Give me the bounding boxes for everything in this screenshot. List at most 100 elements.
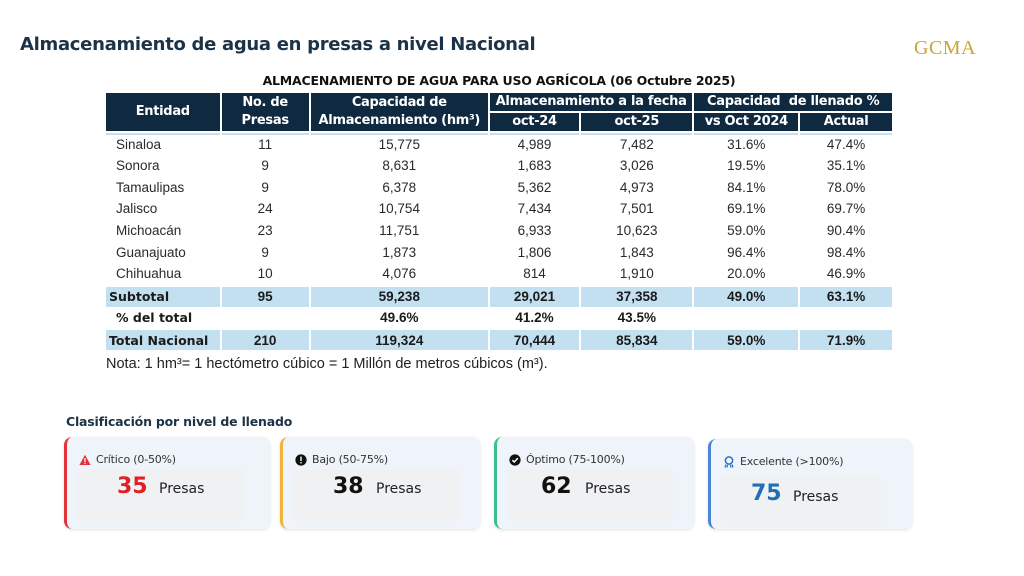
gcma-logo: GCMA bbox=[914, 37, 977, 59]
table-row: Chihuahua 10 4,076 814 1,910 20.0% 46.9% bbox=[106, 263, 892, 285]
cell-actual: 90.4% bbox=[826, 223, 866, 239]
cell-presas: 10 bbox=[257, 266, 273, 282]
total-nacional-label: Total Nacional bbox=[106, 328, 220, 350]
subtotal-actual: 63.1% bbox=[800, 284, 892, 307]
cell-actual: 35.1% bbox=[826, 158, 866, 174]
card-excelente-unit: Presas bbox=[793, 489, 839, 505]
cell-presas: 9 bbox=[261, 158, 269, 174]
cell-vs-oct-2024: 69.1% bbox=[727, 201, 766, 217]
total-nacional-oct24: 70,444 bbox=[489, 328, 580, 350]
cell-capacidad: 6,378 bbox=[382, 179, 417, 195]
cell-oct24: 7,434 bbox=[517, 201, 552, 217]
cell-oct24: 1,806 bbox=[517, 244, 552, 260]
card-excelente-label: Excelente (>100%) bbox=[740, 455, 844, 468]
card-optimo-label: Óptimo (75-100%) bbox=[526, 453, 625, 466]
card-optimo-unit: Presas bbox=[585, 481, 631, 497]
card-optimo-count: 62 bbox=[541, 474, 572, 499]
cell-entidad: Tamaulipas bbox=[116, 179, 185, 195]
cell-oct25: 3,026 bbox=[619, 158, 654, 174]
exclamation-circle-icon bbox=[295, 453, 307, 466]
card-excelente: Excelente (>100%) 75 Presas bbox=[708, 439, 912, 529]
storage-table: Entidad No. de Presas Capacidad de Almac… bbox=[104, 93, 894, 350]
card-critico: Crítico (0-50%) 35 Presas bbox=[64, 437, 270, 529]
header-capacidad: Capacidad de Almacenamiento (hm³) bbox=[310, 93, 488, 133]
pct-total-presas bbox=[222, 307, 309, 329]
cell-entidad: Chihuahua bbox=[116, 266, 182, 282]
table-caption: ALMACENAMIENTO DE AGUA PARA USO AGRÍCOLA… bbox=[262, 73, 736, 88]
cell-oct24: 4,989 bbox=[489, 133, 580, 155]
subtotal-label: Subtotal bbox=[106, 284, 220, 307]
card-critico-count: 35 bbox=[117, 474, 148, 499]
header-oct25: oct-25 bbox=[581, 113, 693, 133]
cell-oct24: 5,362 bbox=[517, 179, 552, 195]
cell-oct25: 4,973 bbox=[619, 179, 654, 195]
cell-entidad: Jalisco bbox=[116, 201, 158, 217]
cell-entidad: Sinaloa bbox=[106, 133, 220, 155]
header-entidad: Entidad bbox=[106, 93, 220, 133]
subtotal-capacidad: 59,238 bbox=[310, 284, 488, 307]
header-capacidad-line1: Capacidad de bbox=[351, 95, 447, 110]
pct-total-vs-oct-2024 bbox=[694, 307, 798, 329]
total-nacional-vs-oct-2024: 59.0% bbox=[694, 328, 799, 350]
card-critico-inner bbox=[77, 469, 243, 521]
subtotal-oct24: 29,021 bbox=[489, 284, 580, 307]
card-critico-label: Crítico (0-50%) bbox=[96, 453, 176, 466]
cell-vs-oct-2024: 84.1% bbox=[727, 179, 766, 195]
cell-actual: 78.0% bbox=[826, 179, 866, 195]
cell-vs-oct-2024: 20.0% bbox=[727, 266, 766, 282]
card-excelente-count: 75 bbox=[751, 481, 782, 506]
cell-oct24: 814 bbox=[523, 266, 546, 282]
cell-entidad: Michoacán bbox=[116, 223, 182, 239]
cell-capacidad: 8,631 bbox=[382, 158, 417, 174]
header-oct24: oct-24 bbox=[489, 113, 580, 133]
cell-vs-oct-2024: 19.5% bbox=[727, 158, 766, 174]
check-circle-icon bbox=[509, 453, 521, 466]
cell-oct25: 7,482 bbox=[581, 133, 693, 155]
header-actual: Actual bbox=[800, 113, 892, 133]
pct-total-actual bbox=[800, 307, 892, 329]
unit-note: Nota: 1 hm³= 1 hectómetro cúbico = 1 Mil… bbox=[106, 356, 548, 372]
pct-total-row: % del total 49.6% 41.2% 43.5% bbox=[106, 307, 892, 329]
cell-presas: 11 bbox=[221, 133, 309, 155]
classification-title: Clasificación por nivel de llenado bbox=[66, 414, 293, 429]
cell-presas: 9 bbox=[261, 244, 269, 260]
table-row: Guanajuato 9 1,873 1,806 1,843 96.4% 98.4% bbox=[106, 241, 892, 263]
header-vs-oct-2024: vs Oct 2024 bbox=[694, 113, 799, 133]
pct-total-oct25: 43.5% bbox=[617, 309, 656, 325]
card-bajo-inner bbox=[293, 469, 459, 521]
cell-capacidad: 11,751 bbox=[379, 223, 420, 239]
card-bajo-count: 38 bbox=[333, 474, 364, 499]
pct-total-label: % del total bbox=[116, 309, 193, 325]
award-ribbon-icon bbox=[723, 455, 735, 468]
card-critico-unit: Presas bbox=[159, 481, 205, 497]
cell-capacidad: 1,873 bbox=[382, 244, 417, 260]
total-nacional-capacidad: 119,324 bbox=[310, 328, 488, 350]
cell-actual: 98.4% bbox=[826, 244, 866, 260]
table-row: Sonora 9 8,631 1,683 3,026 19.5% 35.1% bbox=[106, 155, 892, 177]
header-llenado-group: Capacidad de llenado % bbox=[694, 93, 892, 113]
cell-actual: 69.7% bbox=[826, 201, 866, 217]
pct-total-oct24: 41.2% bbox=[515, 309, 554, 325]
cell-actual: 47.4% bbox=[800, 133, 892, 155]
header-capacidad-line2: Almacenamiento (hm³) bbox=[318, 113, 481, 128]
cell-oct25: 1,843 bbox=[619, 244, 654, 260]
card-bajo-label: Bajo (50-75%) bbox=[312, 453, 388, 466]
cell-capacidad: 4,076 bbox=[382, 266, 417, 282]
card-optimo: Óptimo (75-100%) 62 Presas bbox=[494, 437, 694, 529]
total-nacional-actual: 71.9% bbox=[800, 328, 892, 350]
header-no-presas-line2: Presas bbox=[241, 113, 290, 128]
total-nacional-row: Total Nacional 210 119,324 70,444 85,834… bbox=[106, 328, 892, 350]
card-bajo: Bajo (50-75%) 38 Presas bbox=[280, 437, 480, 529]
cell-entidad: Guanajuato bbox=[116, 244, 186, 260]
cell-vs-oct-2024: 96.4% bbox=[727, 244, 766, 260]
header-no-presas: No. de Presas bbox=[221, 93, 309, 133]
table-row: Jalisco 24 10,754 7,434 7,501 69.1% 69.7% bbox=[106, 198, 892, 220]
cell-capacidad: 15,775 bbox=[310, 133, 488, 155]
cell-entidad: Sonora bbox=[116, 158, 160, 174]
cell-oct25: 7,501 bbox=[619, 201, 654, 217]
header-almacenamiento-group: Almacenamiento a la fecha bbox=[489, 93, 693, 113]
subtotal-presas: 95 bbox=[221, 284, 309, 307]
card-excelente-inner bbox=[721, 475, 881, 527]
cell-presas: 24 bbox=[257, 201, 273, 217]
card-bajo-unit: Presas bbox=[376, 481, 422, 497]
